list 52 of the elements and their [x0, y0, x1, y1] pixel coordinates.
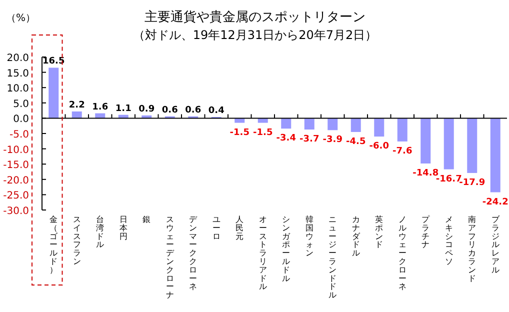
data-label: -7.6: [392, 146, 412, 156]
data-label: -1.5: [230, 128, 250, 138]
x-tick-label: シンガポールドル: [282, 215, 292, 283]
y-tick-label: -5.0: [9, 130, 29, 140]
category-label: ニュージーランドドル: [328, 215, 337, 300]
y-axis-title: （%）: [6, 13, 36, 24]
y-tick-label: -30.0: [3, 206, 29, 217]
x-tick-label: 南アフリカランド: [468, 215, 476, 283]
x-tick-label: 金（ゴールド）: [50, 215, 59, 274]
data-label: -24.2: [482, 197, 508, 208]
data-label: 16.5: [42, 56, 65, 67]
x-tick-label: プラチナ: [422, 215, 431, 250]
y-tick-label: -10.0: [3, 144, 29, 156]
x-tick-label: 日本円: [119, 215, 128, 241]
x-tick-label: スイスフラン: [72, 215, 81, 266]
y-tick-label: 0.0: [13, 114, 29, 126]
data-label: 0.6: [185, 105, 202, 116]
y-tick-label: -25.0: [3, 190, 29, 202]
data-label: -17.9: [459, 178, 486, 188]
category-label: ノルウェークローネ: [398, 215, 406, 292]
data-label: 0.4: [208, 106, 224, 116]
x-tick-label: ユーロ: [212, 215, 220, 241]
data-label: -4.5: [346, 136, 366, 147]
data-label: -3.4: [276, 134, 296, 144]
chart-title: 主要通貨や貴金属のスポットリターン: [144, 9, 366, 25]
data-label: -3.7: [300, 134, 320, 145]
x-tick-label: 人民元: [236, 215, 244, 241]
data-label: -6.0: [369, 142, 389, 152]
data-label: -3.9: [322, 135, 342, 146]
data-label: 0.9: [138, 104, 155, 114]
data-label: 1.1: [115, 104, 132, 114]
y-tick-label: 15.0: [6, 68, 29, 80]
x-tick-label: 台湾ドル: [96, 215, 104, 250]
data-label: 2.2: [68, 100, 85, 110]
y-tick-label: 10.0: [6, 84, 29, 95]
x-tick-label: ブラジルレアル: [491, 215, 500, 274]
chart-subtitle: （対ドル、19年12月31日から20年7月2日）: [132, 28, 378, 42]
data-label: -1.5: [253, 128, 273, 138]
y-tick-label: 20.0: [6, 53, 29, 64]
x-tick-label: 英ポンド: [375, 215, 384, 250]
category-label: オーストラリアドル: [258, 215, 267, 292]
data-label: 0.6: [162, 105, 178, 116]
category-label: デンマーククローネ: [189, 215, 198, 292]
y-tick-label: -15.0: [3, 160, 29, 172]
x-tick-label: カナダドル: [352, 215, 361, 258]
y-tick-label: -20.0: [3, 175, 29, 186]
data-label: 1.6: [92, 102, 108, 112]
x-tick-label: メキシコペソ: [444, 215, 453, 266]
y-tick-label: 5.0: [13, 98, 29, 110]
category-label: スウェーデンクローナ: [166, 215, 174, 300]
x-tick-label: 韓国ウォン: [305, 215, 314, 258]
x-tick-label: 銀: [142, 215, 151, 224]
